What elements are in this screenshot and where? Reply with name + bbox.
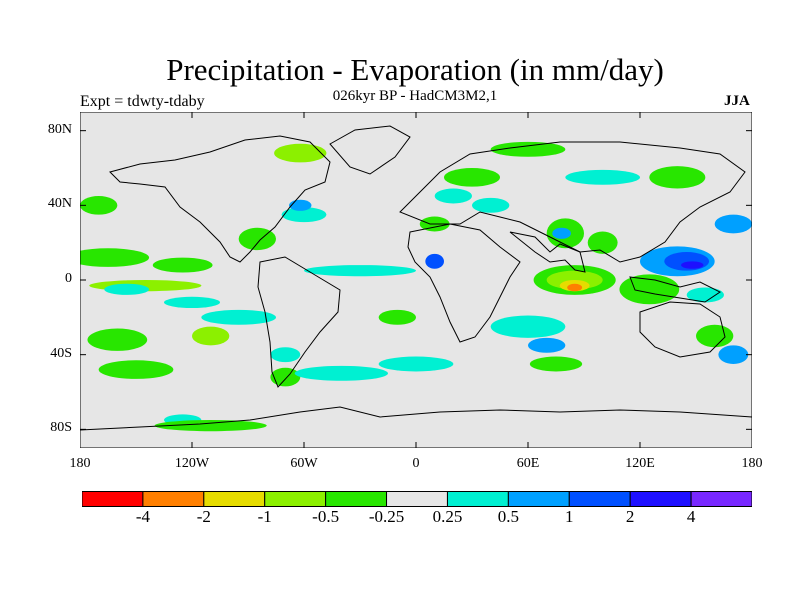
lon-label-6: 180	[741, 456, 763, 471]
colorbar-label-3: -0.5	[312, 507, 340, 526]
lat-label-2: 0	[65, 271, 72, 286]
colorbar-box-8	[568, 491, 631, 507]
contour-dry_light-12	[281, 207, 327, 223]
colorbar-label-5: 0.25	[432, 507, 463, 526]
colorbar-box-6	[446, 491, 509, 507]
colorbar-box-9	[629, 491, 692, 507]
colorbar-box-2	[203, 491, 266, 507]
lon-label-3: 0	[412, 456, 420, 471]
contour-wet_moderate-37	[619, 274, 680, 305]
contour-dry_light-8	[270, 347, 301, 363]
lat-label-0: 80N	[47, 121, 72, 137]
lon-label-0: 180	[69, 456, 91, 471]
coast-arabia-india	[509, 231, 586, 273]
coast-antarctica	[80, 406, 752, 431]
contour-dry_moderate-25	[528, 337, 566, 353]
contour-wet_moderate-44	[80, 196, 118, 215]
colorbar-box-5	[386, 491, 448, 507]
colorbar-label-4: -0.25	[368, 507, 405, 526]
lat-label-4: 80S	[50, 420, 72, 436]
contour-dry_moderate-16	[425, 253, 444, 269]
contour-wet_moderate-42	[649, 166, 706, 189]
contour-wet_moderate-1	[152, 257, 213, 273]
contour-dry_light-15	[304, 265, 416, 277]
contour-dry_light-20	[472, 197, 510, 213]
coast-australia	[639, 301, 726, 358]
lon-label-1: 120W	[174, 456, 210, 471]
lon-label-2: 60W	[290, 456, 318, 471]
colorbar-label-9: 4	[686, 507, 696, 526]
colorbar-label-1: -2	[196, 507, 211, 526]
experiment-label: Expt = tdwty-tdaby	[80, 93, 205, 110]
contour-dry_light-18	[434, 188, 473, 204]
coast-africa	[407, 223, 521, 343]
colorbar-box-1	[142, 491, 205, 507]
contour-wet_moderate-47	[154, 420, 267, 432]
colorbar-label-8: 2	[625, 507, 635, 526]
coastlines	[80, 125, 752, 431]
contour-wet_light-6	[192, 326, 230, 346]
colorbar-box-0	[82, 491, 144, 507]
season-label: JJA	[724, 93, 750, 109]
coast-eurasia	[399, 141, 746, 263]
colorbar-label-7: 1	[565, 507, 574, 526]
contour-wet_moderate-4	[87, 328, 148, 351]
contour-dry_moderate-32	[552, 227, 571, 239]
contour-dry_light-24	[490, 315, 566, 338]
contour-wet_moderate-33	[587, 231, 618, 254]
contour-dry_light-43	[565, 169, 640, 185]
map-subtitle: 026kyr BP - HadCM3M2,1	[332, 88, 498, 104]
contour-dry_moderate-39	[718, 345, 749, 364]
contour-dry_light-38	[686, 287, 724, 303]
contour-dry_light-3	[104, 283, 150, 295]
lat-label-3: 40S	[50, 345, 72, 361]
lon-label-5: 120E	[625, 456, 655, 471]
contour-dry_moderate-13	[289, 199, 312, 211]
coast-south-america	[257, 256, 341, 388]
contour-wet_moderate-9	[270, 367, 301, 387]
colorbar	[82, 491, 752, 507]
contour-wet_moderate-40	[696, 324, 734, 348]
contour-wet_moderate-26	[529, 356, 583, 372]
contour-wet_moderate-21	[490, 141, 566, 157]
contour-dry_very_strong-36	[681, 261, 704, 269]
colorbar-box-3	[264, 491, 327, 507]
contour-dry_light-45	[164, 296, 220, 308]
colorbar-label-2: -1	[257, 507, 272, 526]
contour-wet_light-14	[274, 143, 327, 163]
lat-label-1: 40N	[47, 196, 72, 212]
colorbar-box-4	[325, 491, 388, 507]
lon-label-4: 60E	[516, 456, 540, 471]
contour-dry_moderate-41	[714, 214, 752, 234]
contour-dry_light-23	[378, 356, 454, 372]
axis-ticks	[80, 112, 752, 448]
map-title: Precipitation - Evaporation (in mm/day)	[166, 52, 664, 87]
colorbar-label-6: 0.5	[497, 507, 519, 526]
precip-evap-map	[80, 112, 752, 448]
contour-wet_moderate-5	[98, 360, 174, 379]
contour-layer	[80, 141, 752, 432]
contour-dry_light-7	[201, 309, 276, 325]
coast-maritime-continent	[629, 276, 721, 303]
coast-north-america	[109, 135, 331, 263]
colorbar-box-10	[690, 491, 752, 507]
coast-greenland	[329, 125, 411, 175]
contour-wet_moderate-11	[238, 227, 276, 251]
colorbar-label-0: -4	[135, 507, 150, 526]
contour-dry_light-10	[294, 365, 388, 381]
contour-wet_moderate-22	[378, 309, 417, 325]
contour-wet_moderate-0	[80, 248, 150, 267]
contour-dry_very_strong-30	[567, 283, 583, 292]
contour-wet_moderate-19	[444, 168, 500, 187]
colorbar-box-7	[507, 491, 570, 507]
